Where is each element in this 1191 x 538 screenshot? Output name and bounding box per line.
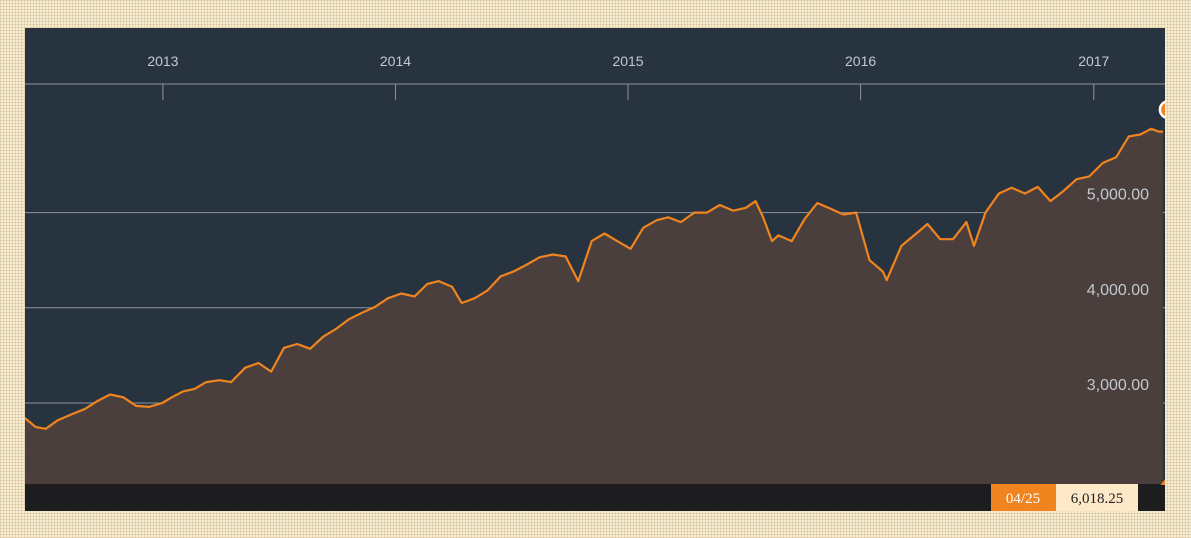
y-tick-label-400000: 4,000.00 <box>1087 282 1149 299</box>
tooltip-pointer <box>1160 479 1165 485</box>
tooltip-date-background <box>991 484 1056 511</box>
x-tick-label-2017: 2017 <box>1078 53 1109 69</box>
y-tick-label-300000: 3,000.00 <box>1087 377 1149 394</box>
x-tick-label-2016: 2016 <box>845 53 876 69</box>
tooltip-value: 6,018.25 <box>1071 491 1124 507</box>
x-axis-ticks: 2013 2014 2015 2016 2017 <box>147 53 1110 100</box>
date-value-tooltip: 04/25 6,018.25 <box>991 479 1165 511</box>
series-line <box>25 127 1163 430</box>
x-tick-label-2014: 2014 <box>380 53 411 69</box>
chart-frame: 2013 2014 2015 2016 2017 3,000.00 4,000.00 5,0… <box>25 28 1165 511</box>
series-area-fill <box>25 128 1163 484</box>
bottom-bar <box>25 484 1165 511</box>
y-tick-label-500000: 5,000.00 <box>1087 187 1149 204</box>
x-tick-label-2015: 2015 <box>612 53 643 69</box>
y-axis-labels: 3,000.00 4,000.00 5,000.00 <box>1087 187 1149 394</box>
index-chart: 2013 2014 2015 2016 2017 3,000.00 4,000.00 5,0… <box>25 53 1165 511</box>
tooltip-value-background <box>1056 484 1138 511</box>
tooltip-date: 04/25 <box>1006 491 1040 507</box>
x-tick-label-2013: 2013 <box>147 53 178 69</box>
last-value-marker[interactable] <box>1158 100 1165 119</box>
